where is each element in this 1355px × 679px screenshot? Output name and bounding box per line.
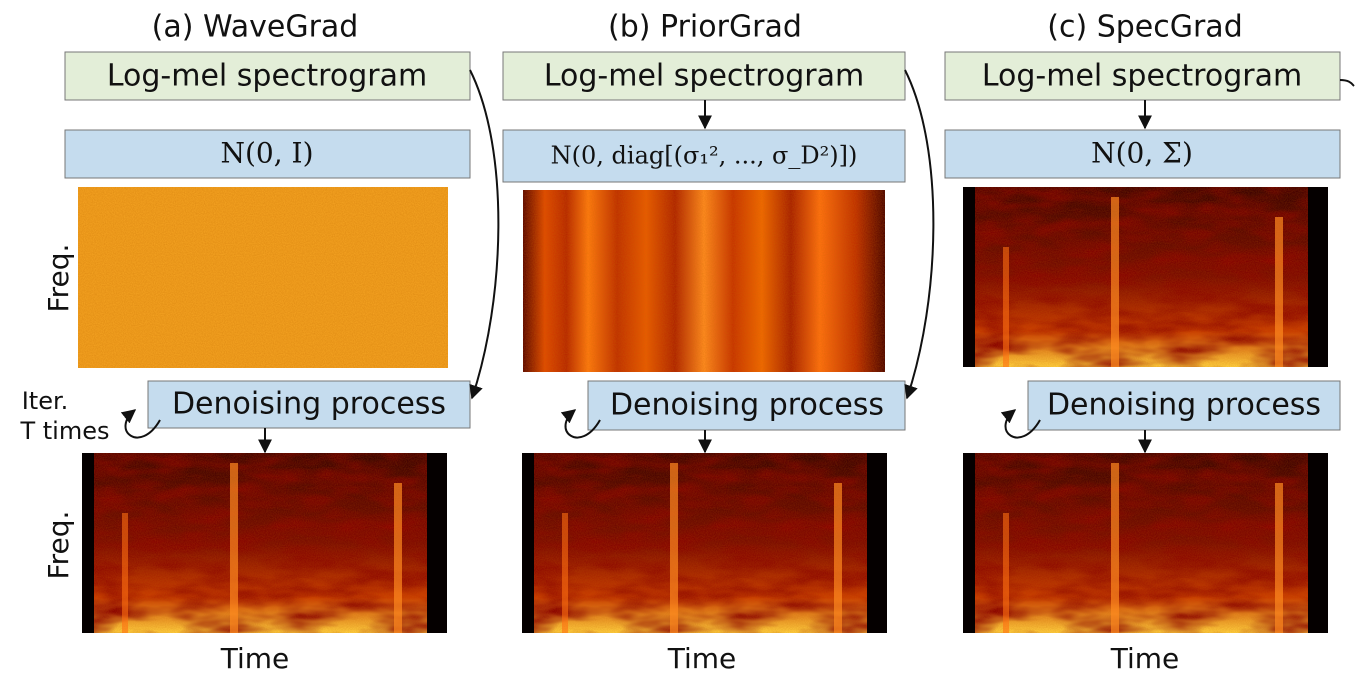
panel-b: (b) PriorGrad Log-mel spectrogram N(0, d… bbox=[503, 10, 933, 676]
panel-title: (a) WaveGrad bbox=[152, 10, 359, 45]
noise-spectrogram bbox=[523, 190, 885, 372]
panel-a: (a) WaveGrad Log-mel spectrogram N(0, I)… bbox=[65, 10, 498, 676]
y-label: Freq. bbox=[42, 511, 75, 580]
input-label: Log-mel spectrogram bbox=[982, 59, 1302, 94]
output-spectrogram bbox=[963, 453, 1328, 633]
arrow bbox=[1340, 80, 1354, 86]
input-label: Log-mel spectrogram bbox=[107, 59, 427, 94]
loop-label: Iter. bbox=[22, 387, 69, 415]
loop-label: T times bbox=[19, 417, 109, 445]
process-label: Denoising process bbox=[610, 388, 884, 423]
panel-title: (b) PriorGrad bbox=[608, 10, 802, 45]
x-label: Time bbox=[1110, 642, 1180, 675]
diagram: (a) WaveGrad Log-mel spectrogram N(0, I)… bbox=[0, 0, 1355, 675]
arrow bbox=[905, 70, 933, 398]
panel-title: (c) SpecGrad bbox=[1047, 10, 1242, 45]
noise-spectrogram bbox=[78, 187, 448, 368]
noise-spectrogram bbox=[963, 187, 1328, 367]
input-label: Log-mel spectrogram bbox=[544, 59, 864, 94]
y-label: Freq. bbox=[42, 244, 75, 313]
x-label: Time bbox=[667, 642, 737, 675]
panel-c: (c) SpecGrad Log-mel spectrogram N(0, Σ)… bbox=[945, 10, 1354, 676]
output-spectrogram bbox=[82, 453, 447, 633]
x-label: Time bbox=[220, 642, 290, 675]
noise-label: N(0, I) bbox=[220, 137, 313, 170]
output-spectrogram bbox=[522, 453, 887, 633]
noise-label: N(0, Σ) bbox=[1091, 137, 1193, 170]
arrow bbox=[470, 70, 498, 398]
noise-label: N(0, diag[(σ₁², ..., σ_D²)]) bbox=[551, 142, 858, 170]
process-label: Denoising process bbox=[172, 387, 446, 422]
process-label: Denoising process bbox=[1047, 388, 1321, 423]
